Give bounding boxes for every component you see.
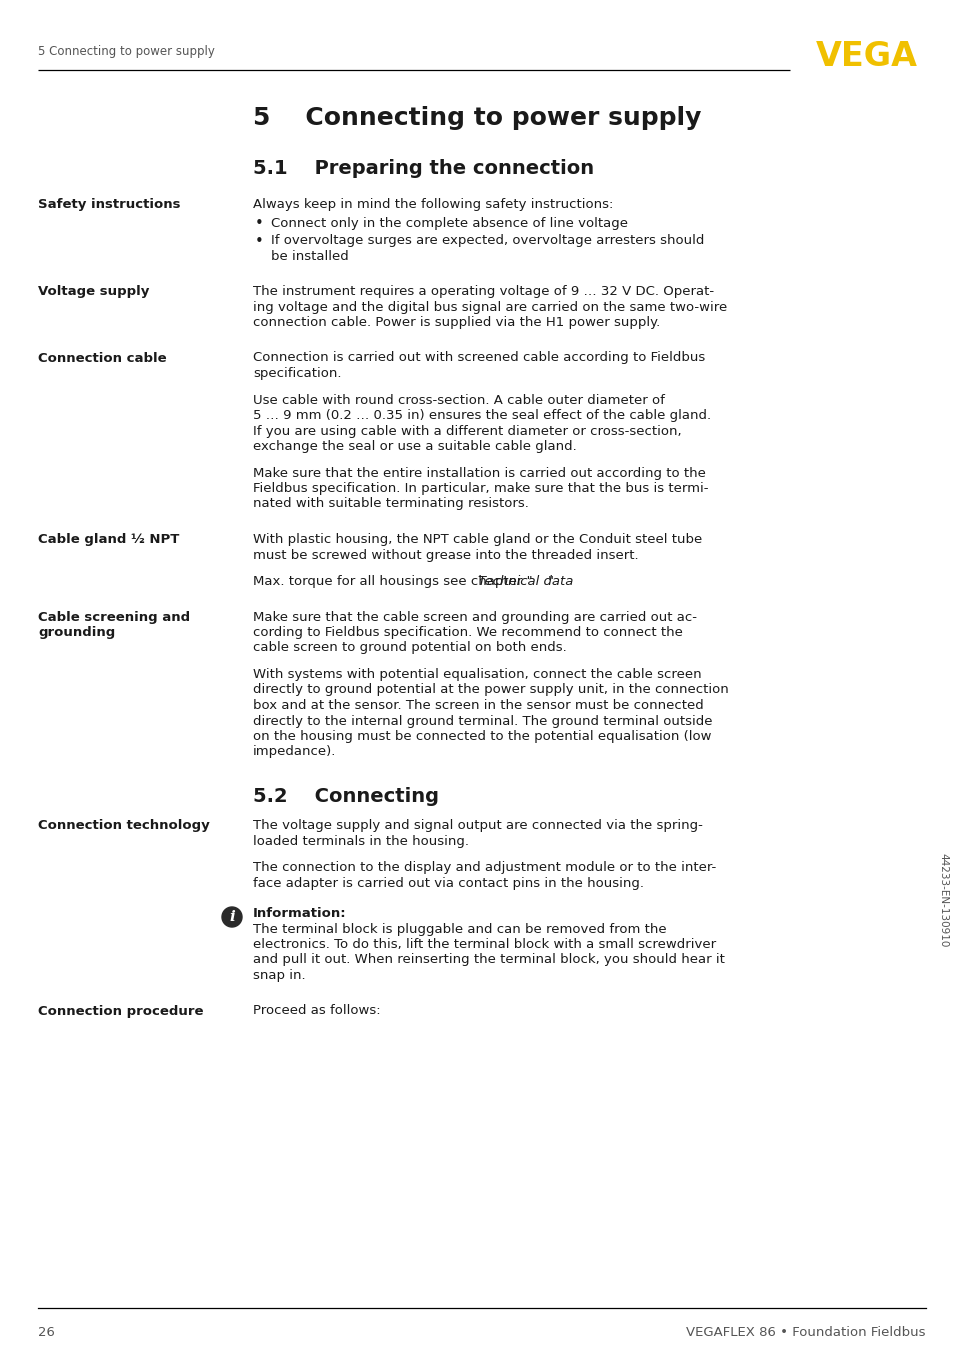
Text: 5 … 9 mm (0.2 … 0.35 in) ensures the seal effect of the cable gland.: 5 … 9 mm (0.2 … 0.35 in) ensures the sea…	[253, 409, 710, 422]
Text: i: i	[229, 910, 234, 923]
Text: With systems with potential equalisation, connect the cable screen: With systems with potential equalisation…	[253, 668, 700, 681]
Text: Cable gland ½ NPT: Cable gland ½ NPT	[38, 533, 179, 546]
Text: Connection cable: Connection cable	[38, 352, 167, 364]
Text: face adapter is carried out via contact pins in the housing.: face adapter is carried out via contact …	[253, 876, 643, 890]
Text: If you are using cable with a different diameter or cross-section,: If you are using cable with a different …	[253, 425, 680, 437]
Text: 26: 26	[38, 1327, 55, 1339]
Text: 44233-EN-130910: 44233-EN-130910	[937, 853, 947, 948]
Text: Max. torque for all housings see chapter ": Max. torque for all housings see chapter…	[253, 575, 532, 588]
Text: box and at the sensor. The screen in the sensor must be connected: box and at the sensor. The screen in the…	[253, 699, 703, 712]
Text: cable screen to ground potential on both ends.: cable screen to ground potential on both…	[253, 642, 566, 654]
Text: Technical data: Technical data	[477, 575, 573, 588]
Text: If overvoltage surges are expected, overvoltage arresters should: If overvoltage surges are expected, over…	[271, 234, 703, 246]
Text: VEGAFLEX 86 • Foundation Fieldbus: VEGAFLEX 86 • Foundation Fieldbus	[686, 1327, 925, 1339]
Text: Connection technology: Connection technology	[38, 819, 210, 831]
Text: grounding: grounding	[38, 626, 115, 639]
Text: nated with suitable terminating resistors.: nated with suitable terminating resistor…	[253, 497, 528, 510]
Text: Information:: Information:	[253, 907, 346, 919]
Text: loaded terminals in the housing.: loaded terminals in the housing.	[253, 834, 469, 848]
Text: snap in.: snap in.	[253, 969, 305, 982]
Text: 5 Connecting to power supply: 5 Connecting to power supply	[38, 46, 214, 58]
Text: cording to Fieldbus specification. We recommend to connect the: cording to Fieldbus specification. We re…	[253, 626, 682, 639]
Text: •: •	[254, 234, 263, 249]
Text: VEGA: VEGA	[815, 41, 917, 73]
Text: Cable screening and: Cable screening and	[38, 611, 190, 623]
Text: be installed: be installed	[271, 249, 349, 263]
Text: The instrument requires a operating voltage of 9 … 32 V DC. Operat-: The instrument requires a operating volt…	[253, 284, 714, 298]
Text: The voltage supply and signal output are connected via the spring-: The voltage supply and signal output are…	[253, 819, 702, 831]
Text: Make sure that the entire installation is carried out according to the: Make sure that the entire installation i…	[253, 467, 705, 479]
Text: impedance).: impedance).	[253, 746, 336, 758]
Text: Use cable with round cross-section. A cable outer diameter of: Use cable with round cross-section. A ca…	[253, 394, 664, 406]
Text: •: •	[254, 217, 263, 232]
Text: Always keep in mind the following safety instructions:: Always keep in mind the following safety…	[253, 198, 613, 211]
Text: The terminal block is pluggable and can be removed from the: The terminal block is pluggable and can …	[253, 922, 666, 936]
Text: 5    Connecting to power supply: 5 Connecting to power supply	[253, 106, 700, 130]
Text: ing voltage and the digital bus signal are carried on the same two-wire: ing voltage and the digital bus signal a…	[253, 301, 726, 314]
Text: Connect only in the complete absence of line voltage: Connect only in the complete absence of …	[271, 217, 627, 229]
Text: specification.: specification.	[253, 367, 341, 380]
Text: Connection procedure: Connection procedure	[38, 1005, 203, 1017]
Text: and pull it out. When reinserting the terminal block, you should hear it: and pull it out. When reinserting the te…	[253, 953, 724, 967]
Text: 5.1    Preparing the connection: 5.1 Preparing the connection	[253, 158, 594, 177]
Text: directly to ground potential at the power supply unit, in the connection: directly to ground potential at the powe…	[253, 684, 728, 696]
Text: Fieldbus specification. In particular, make sure that the bus is termi-: Fieldbus specification. In particular, m…	[253, 482, 708, 496]
Text: The connection to the display and adjustment module or to the inter-: The connection to the display and adjust…	[253, 861, 716, 873]
Text: ".: ".	[547, 575, 558, 588]
Text: exchange the seal or use a suitable cable gland.: exchange the seal or use a suitable cabl…	[253, 440, 577, 454]
Text: connection cable. Power is supplied via the H1 power supply.: connection cable. Power is supplied via …	[253, 315, 659, 329]
Circle shape	[222, 907, 242, 927]
Text: directly to the internal ground terminal. The ground terminal outside: directly to the internal ground terminal…	[253, 715, 712, 727]
Text: 5.2    Connecting: 5.2 Connecting	[253, 787, 438, 806]
Text: Proceed as follows:: Proceed as follows:	[253, 1005, 380, 1017]
Text: With plastic housing, the NPT cable gland or the Conduit steel tube: With plastic housing, the NPT cable glan…	[253, 533, 701, 546]
Text: Make sure that the cable screen and grounding are carried out ac-: Make sure that the cable screen and grou…	[253, 611, 697, 623]
Text: Voltage supply: Voltage supply	[38, 284, 150, 298]
Text: on the housing must be connected to the potential equalisation (low: on the housing must be connected to the …	[253, 730, 711, 743]
Text: must be screwed without grease into the threaded insert.: must be screwed without grease into the …	[253, 548, 638, 562]
Text: Connection is carried out with screened cable according to Fieldbus: Connection is carried out with screened …	[253, 352, 704, 364]
Text: electronics. To do this, lift the terminal block with a small screwdriver: electronics. To do this, lift the termin…	[253, 938, 716, 951]
Text: Safety instructions: Safety instructions	[38, 198, 180, 211]
